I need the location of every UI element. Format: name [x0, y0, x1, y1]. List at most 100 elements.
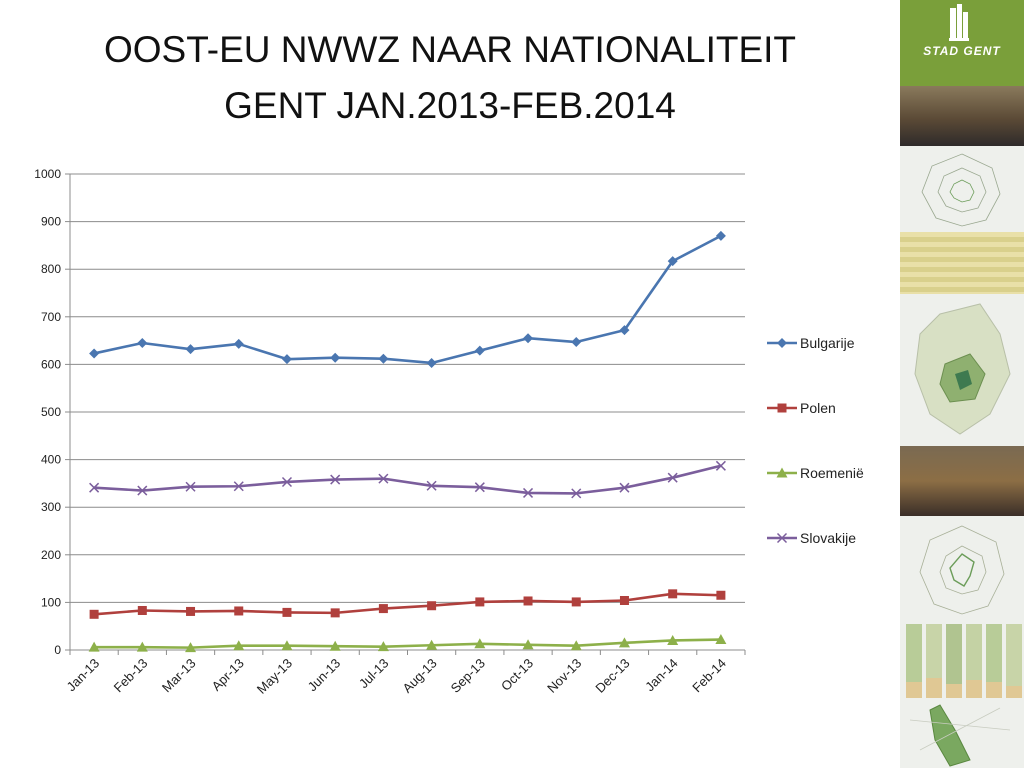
data-point	[378, 604, 388, 614]
data-point	[715, 460, 726, 471]
data-point	[571, 337, 582, 348]
data-point	[281, 354, 292, 365]
legend-marker	[777, 403, 787, 413]
x-tick-label: Nov-13	[544, 656, 584, 696]
data-point	[427, 601, 437, 611]
data-point	[281, 640, 293, 651]
data-point	[715, 230, 726, 241]
y-tick-label: 800	[41, 262, 61, 276]
legend-label: Bulgarije	[800, 335, 855, 351]
x-tick-label: Oct-13	[498, 656, 536, 694]
legend-marker	[776, 532, 788, 544]
legend-marker	[777, 338, 787, 348]
data-point	[377, 641, 389, 652]
data-point	[89, 348, 100, 359]
x-tick-label: Aug-13	[399, 656, 439, 696]
data-point	[378, 353, 389, 364]
data-point	[426, 639, 438, 650]
stad-gent-logo: STAD GENT	[900, 0, 1024, 86]
data-point	[619, 325, 630, 336]
x-tick-label: Feb-13	[111, 656, 151, 696]
data-point	[667, 256, 678, 267]
series-polen	[89, 589, 726, 619]
map-2-thumbnail	[900, 700, 1024, 768]
data-point	[571, 597, 581, 607]
data-point	[667, 472, 678, 483]
y-tick-label: 400	[41, 453, 61, 467]
title-line-1: OOST-EU NWWZ NAAR NATIONALITEIT	[103, 29, 797, 70]
legend-item-bulgarije: Bulgarije	[767, 335, 855, 351]
data-point	[668, 589, 678, 599]
data-point	[619, 595, 629, 605]
series-roemenië	[88, 634, 727, 653]
y-tick-label: 100	[41, 595, 61, 609]
data-point	[88, 641, 100, 652]
data-point	[523, 487, 534, 498]
y-tick-label: 500	[41, 405, 61, 419]
page-title: OOST-EU NWWZ NAAR NATIONALITEIT GENT JAN…	[0, 22, 900, 134]
x-tick-label: Sep-13	[448, 656, 488, 696]
legend-item-slovakije: Slovakije	[767, 530, 856, 546]
data-point	[474, 345, 485, 356]
series-bulgarije	[89, 230, 726, 368]
legend-item-roemenië: Roemenië	[767, 465, 864, 481]
series-line	[94, 638, 721, 649]
city-night-thumbnail	[900, 446, 1024, 516]
legend-label: Polen	[800, 400, 836, 416]
title-line-2: GENT JAN.2013-FEB.2014	[224, 85, 676, 126]
data-point	[522, 639, 534, 650]
data-point	[474, 638, 486, 649]
data-point	[329, 640, 341, 651]
data-point	[330, 608, 340, 618]
data-point	[426, 480, 437, 491]
y-tick-label: 900	[41, 215, 61, 229]
data-point	[136, 641, 148, 652]
legend-marker	[776, 467, 788, 478]
series-line	[93, 234, 722, 365]
data-point	[89, 482, 100, 493]
data-point	[185, 481, 196, 492]
y-tick-label: 200	[41, 548, 61, 562]
city-photo-thumbnail	[900, 86, 1024, 146]
data-point	[137, 485, 148, 496]
x-tick-label: Dec-13	[592, 656, 632, 696]
data-point	[137, 337, 148, 348]
x-tick-label: Jun-13	[305, 656, 344, 695]
logo-text: STAD GENT	[923, 44, 1001, 58]
map-thumbnail	[900, 294, 1024, 446]
y-tick-label: 0	[54, 643, 61, 657]
data-point	[137, 605, 147, 615]
data-point	[667, 634, 679, 645]
data-point	[185, 344, 196, 355]
data-point	[378, 473, 389, 484]
gridlines	[70, 173, 745, 603]
data-point	[619, 482, 630, 493]
data-point	[330, 474, 341, 485]
table-thumbnail	[900, 232, 1024, 294]
series-slovakije	[89, 460, 726, 499]
y-tick-label: 700	[41, 310, 61, 324]
data-point	[474, 482, 485, 493]
legend-label: Slovakije	[800, 530, 856, 546]
y-tick-label: 1000	[34, 167, 61, 181]
data-point	[618, 637, 630, 648]
x-tick-label: Jan-14	[642, 656, 681, 695]
data-point	[234, 606, 244, 616]
data-point	[715, 634, 727, 645]
data-point	[571, 488, 582, 499]
bar-chart-thumbnail	[900, 622, 1024, 700]
data-point	[281, 476, 292, 488]
data-point	[233, 640, 245, 651]
legend-label: Roemenië	[800, 465, 864, 481]
x-tick-label: May-13	[254, 656, 295, 697]
x-tick-label: Jan-13	[64, 656, 103, 695]
data-point	[570, 640, 582, 651]
data-point	[523, 333, 534, 344]
tower-icon	[949, 4, 969, 41]
data-point	[186, 606, 196, 616]
x-tick-label: Feb-14	[689, 656, 729, 696]
x-tick-label: Apr-13	[209, 656, 247, 694]
data-point	[523, 596, 533, 606]
